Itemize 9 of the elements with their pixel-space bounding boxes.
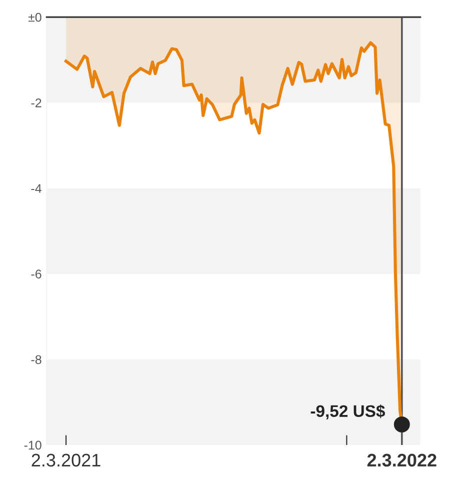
x-tick-label: 2.3.2022 (367, 454, 436, 467)
y-tick-label: -4 (31, 184, 42, 193)
x-tick-label: 2.3.2021 (32, 454, 100, 467)
y-tick-label: -10 (24, 440, 42, 450)
y-tick-label: -8 (31, 355, 42, 364)
annotation: -9,52 US$ (310, 404, 385, 420)
y-tick-label: -6 (31, 270, 42, 278)
y-tick-label: ±0 (28, 12, 42, 22)
y-tick-label: -2 (31, 98, 42, 108)
